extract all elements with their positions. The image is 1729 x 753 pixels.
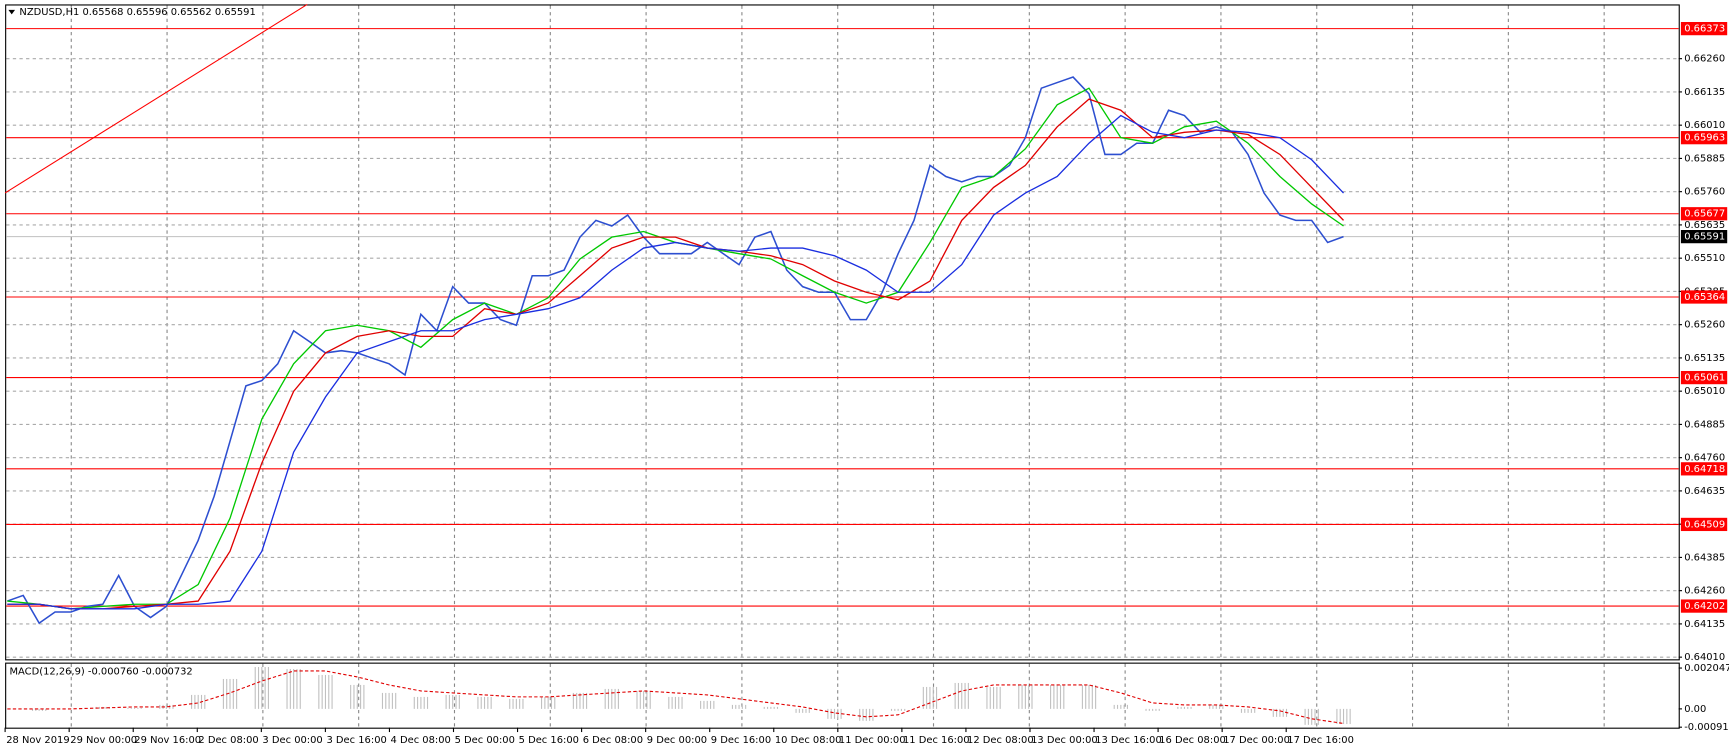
- level-label: 0.65061: [1684, 373, 1725, 384]
- y-tick-label: 0.66135: [1684, 87, 1725, 98]
- last-price-box: [1680, 230, 1728, 244]
- level-label-box: [1680, 599, 1728, 613]
- level-label: 0.64202: [1684, 601, 1725, 612]
- y-tick-label: 0.66010: [1684, 120, 1725, 131]
- level-label-box: [1680, 22, 1728, 36]
- menu-arrow[interactable]: [8, 9, 16, 15]
- y-tick-label: -0.000917: [1684, 722, 1729, 733]
- y-tick-label: 0.64760: [1684, 453, 1725, 464]
- y-tick-label: 0.64885: [1684, 419, 1725, 430]
- level-label: 0.64718: [1684, 464, 1725, 475]
- moving-average: [7, 98, 1345, 610]
- moving-average: [7, 114, 1345, 610]
- y-tick-label: 0.65010: [1684, 386, 1725, 397]
- x-tick-label: 29 Nov 00:00: [70, 735, 137, 746]
- x-tick-label: 17 Dec 00:00: [1223, 735, 1290, 746]
- level-label-box: [1680, 131, 1728, 145]
- x-tick-label: 10 Dec 08:00: [775, 735, 842, 746]
- y-tick-label: 0.64385: [1684, 552, 1725, 563]
- x-tick-label: 9 Dec 16:00: [711, 735, 771, 746]
- y-tick-label: 0.002047: [1684, 663, 1729, 674]
- level-label-box: [1680, 462, 1728, 476]
- chart-title: NZDUSD,H1 0.65568 0.65596 0.65562 0.6559…: [19, 7, 255, 18]
- x-tick-label: 16 Dec 08:00: [1159, 735, 1226, 746]
- level-label: 0.64509: [1684, 519, 1725, 530]
- x-tick-label: 17 Dec 16:00: [1287, 735, 1354, 746]
- y-tick-label: 0.65510: [1684, 253, 1725, 264]
- x-tick-label: 5 Dec 00:00: [455, 735, 515, 746]
- level-label-box: [1680, 517, 1728, 532]
- x-tick-label: 28 Nov 2019: [6, 735, 69, 746]
- y-tick-label: 0.65260: [1684, 320, 1725, 331]
- macd-panel-frame: [5, 662, 1680, 729]
- level-label: 0.66373: [1684, 24, 1725, 35]
- y-tick-label: 0.65135: [1684, 353, 1725, 364]
- y-tick-label: 0.65885: [1684, 153, 1725, 164]
- y-tick-label: 0.66260: [1684, 54, 1725, 65]
- x-tick-label: 13 Dec 00:00: [1031, 735, 1098, 746]
- y-tick-label: 0.65635: [1684, 220, 1725, 231]
- x-tick-label: 6 Dec 08:00: [583, 735, 643, 746]
- price-line: [7, 76, 1344, 625]
- y-tick-label: 0.64635: [1684, 486, 1725, 497]
- level-label: 0.65364: [1684, 292, 1725, 303]
- y-tick-label: 0.64010: [1684, 652, 1725, 663]
- price-panel-frame: [5, 4, 1680, 661]
- x-tick-label: 3 Dec 16:00: [326, 735, 386, 746]
- x-tick-label: 13 Dec 16:00: [1095, 735, 1162, 746]
- level-label: 0.65677: [1684, 209, 1725, 220]
- last-price-label: 0.65591: [1684, 232, 1725, 243]
- x-tick-label: 4 Dec 08:00: [391, 735, 451, 746]
- x-tick-label: 9 Dec 00:00: [647, 735, 707, 746]
- macd-title: MACD(12,26,9) -0.000760 -0.000732: [10, 666, 193, 677]
- level-label-box: [1680, 370, 1728, 385]
- x-tick-label: 12 Dec 08:00: [967, 735, 1034, 746]
- x-tick-label: 11 Dec 00:00: [839, 735, 906, 746]
- x-tick-label: 29 Nov 16:00: [134, 735, 201, 746]
- x-tick-label: 5 Dec 16:00: [519, 735, 579, 746]
- y-tick-label: 0.64260: [1684, 586, 1725, 597]
- trend-line: [4, 3, 308, 194]
- grid: [6, 5, 1679, 728]
- y-tick-label: 0.65760: [1684, 187, 1725, 198]
- x-tick-label: 11 Dec 16:00: [903, 735, 970, 746]
- x-tick-label: 3 Dec 00:00: [262, 735, 322, 746]
- level-label-box: [1680, 207, 1728, 221]
- level-label-box: [1680, 290, 1728, 304]
- y-tick-label: 0.00: [1684, 704, 1706, 715]
- y-tick-label: 0.64135: [1684, 619, 1725, 630]
- x-tick-label: 2 Dec 08:00: [198, 735, 258, 746]
- level-label: 0.65963: [1684, 133, 1725, 144]
